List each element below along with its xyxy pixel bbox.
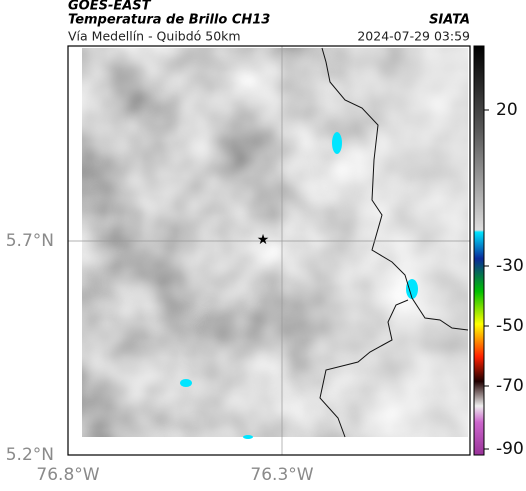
colorbar <box>473 45 485 456</box>
city-marker: ★ <box>257 232 270 248</box>
map-frame <box>67 45 471 456</box>
colorbar-tick-label: -70 <box>496 376 524 396</box>
lon-tick-label: 76.3°W <box>250 465 313 485</box>
colorbar-tick-label: -30 <box>496 256 524 276</box>
timestamp: 2024-07-29 03:59 <box>357 29 470 44</box>
route: Vía Medellín - Quibdó 50km <box>68 29 241 44</box>
colorbar-tick-label: -50 <box>496 316 524 336</box>
colorbar-tick-label: -90 <box>496 439 524 459</box>
lon-tick-label: 76.8°W <box>36 465 99 485</box>
lat-tick-label: 5.7°N <box>6 231 54 251</box>
title: GOES-EAST <box>68 0 152 14</box>
imagery <box>82 48 468 439</box>
boundaries <box>319 47 469 438</box>
subtitle: Temperatura de Brillo CH13 <box>68 13 270 28</box>
source: SIATA <box>429 13 470 28</box>
lat-tick-label: 5.2°N <box>6 445 54 465</box>
grid <box>68 46 470 455</box>
colorbar-tick-label: 20 <box>496 100 518 120</box>
